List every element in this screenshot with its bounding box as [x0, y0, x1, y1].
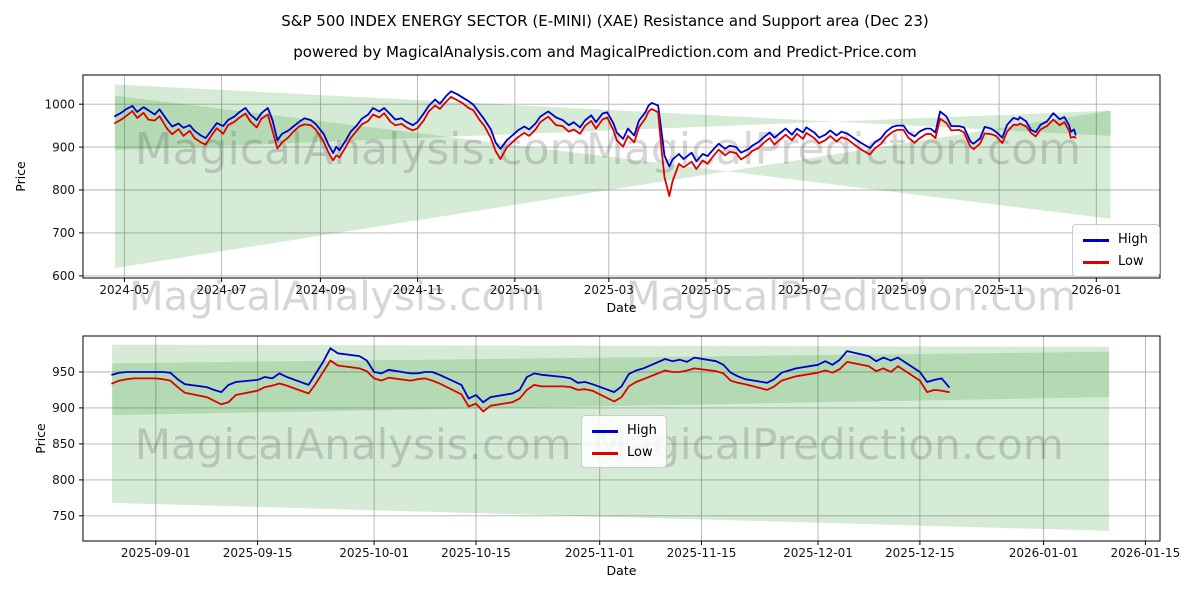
- high-line: [114, 90, 1077, 168]
- x-axis-label: Date: [607, 300, 637, 315]
- x-tick-label: 2024-11: [393, 283, 443, 297]
- y-tick-label: 950: [52, 365, 75, 379]
- support-resistance-band: [112, 344, 1110, 416]
- high-line-swatch: [1083, 238, 1109, 242]
- watermark-text: MagicalPrediction.com: [626, 274, 1076, 320]
- legend-bottom-chart: High Low: [581, 415, 667, 468]
- top-price-chart: MagicalAnalysis.com MagicalPrediction.com…: [13, 74, 1161, 320]
- high-line-swatch: [592, 429, 618, 433]
- x-tick-label: 2025-12-01: [783, 546, 853, 560]
- y-tick-label: 1000: [44, 97, 75, 111]
- x-tick-label: 2024-09: [295, 283, 345, 297]
- x-tick-label: 2025-11-01: [565, 546, 635, 560]
- low-line: [114, 95, 1077, 197]
- watermark-text: MagicalAnalysis.com: [129, 274, 545, 320]
- y-tick-label: 800: [52, 183, 75, 197]
- x-tick-label: 2025-12-15: [885, 546, 955, 560]
- legend-entry-high: High: [592, 423, 657, 439]
- low-line-swatch: [1083, 260, 1109, 264]
- x-tick-label: 2025-09: [877, 283, 927, 297]
- x-tick-label: 2025-01: [490, 283, 540, 297]
- x-tick-label: 2026-01-01: [1009, 546, 1079, 560]
- y-tick-label: 700: [52, 226, 75, 240]
- support-resistance-band: [114, 84, 1111, 151]
- legend-entry-low: Low: [592, 445, 656, 461]
- y-tick-label: 900: [52, 140, 75, 154]
- support-resistance-band: [114, 95, 1111, 269]
- x-tick-label: 2024-05: [99, 283, 149, 297]
- y-axis-label: Price: [13, 161, 28, 192]
- x-tick-label: 2025-07: [778, 283, 828, 297]
- y-tick-label: 800: [52, 473, 75, 487]
- x-tick-label: 2025-10-15: [441, 546, 511, 560]
- chart-title: S&P 500 INDEX ENERGY SECTOR (E-MINI) (XA…: [281, 12, 929, 30]
- plot-border: [82, 74, 1161, 279]
- y-axis-label: Price: [33, 423, 48, 454]
- x-axis-label: Date: [607, 563, 637, 578]
- x-tick-label: 2025-05: [681, 283, 731, 297]
- y-tick-label: 600: [52, 269, 75, 283]
- x-tick-label: 2025-11-15: [667, 546, 737, 560]
- y-tick-label: 850: [52, 437, 75, 451]
- x-tick-label: 2025-09-01: [121, 546, 191, 560]
- x-tick-label: 2026-01: [1071, 283, 1121, 297]
- y-tick-label: 750: [52, 509, 75, 523]
- legend-label-high: High: [627, 423, 657, 438]
- low-line: [111, 359, 950, 413]
- x-tick-label: 2025-10-01: [339, 546, 409, 560]
- x-tick-label: 2025-11: [974, 283, 1024, 297]
- x-tick-label: 2025-09-15: [223, 546, 293, 560]
- watermark-text: MagicalAnalysis.com: [135, 420, 572, 469]
- plot-border: [82, 335, 1161, 542]
- x-tick-label: 2025-03: [584, 283, 634, 297]
- low-line-swatch: [592, 451, 618, 455]
- watermark-text: MagicalAnalysis.com: [135, 124, 593, 175]
- high-line: [111, 347, 950, 404]
- legend-label-low: Low: [1118, 254, 1144, 269]
- watermark-text: MagicalPrediction.com: [591, 420, 1064, 469]
- legend-label-low: Low: [627, 445, 653, 460]
- legend-label-high: High: [1118, 232, 1148, 247]
- legend-entry-low: Low: [1083, 254, 1149, 270]
- y-tick-label: 900: [52, 401, 75, 415]
- legend-entry-high: High: [1083, 232, 1149, 248]
- x-tick-label: 2026-01-15: [1111, 546, 1181, 560]
- x-tick-label: 2024-07: [197, 283, 247, 297]
- chart-subtitle: powered by MagicalAnalysis.com and Magic…: [293, 43, 917, 61]
- legend-top-chart: High Low: [1072, 224, 1160, 277]
